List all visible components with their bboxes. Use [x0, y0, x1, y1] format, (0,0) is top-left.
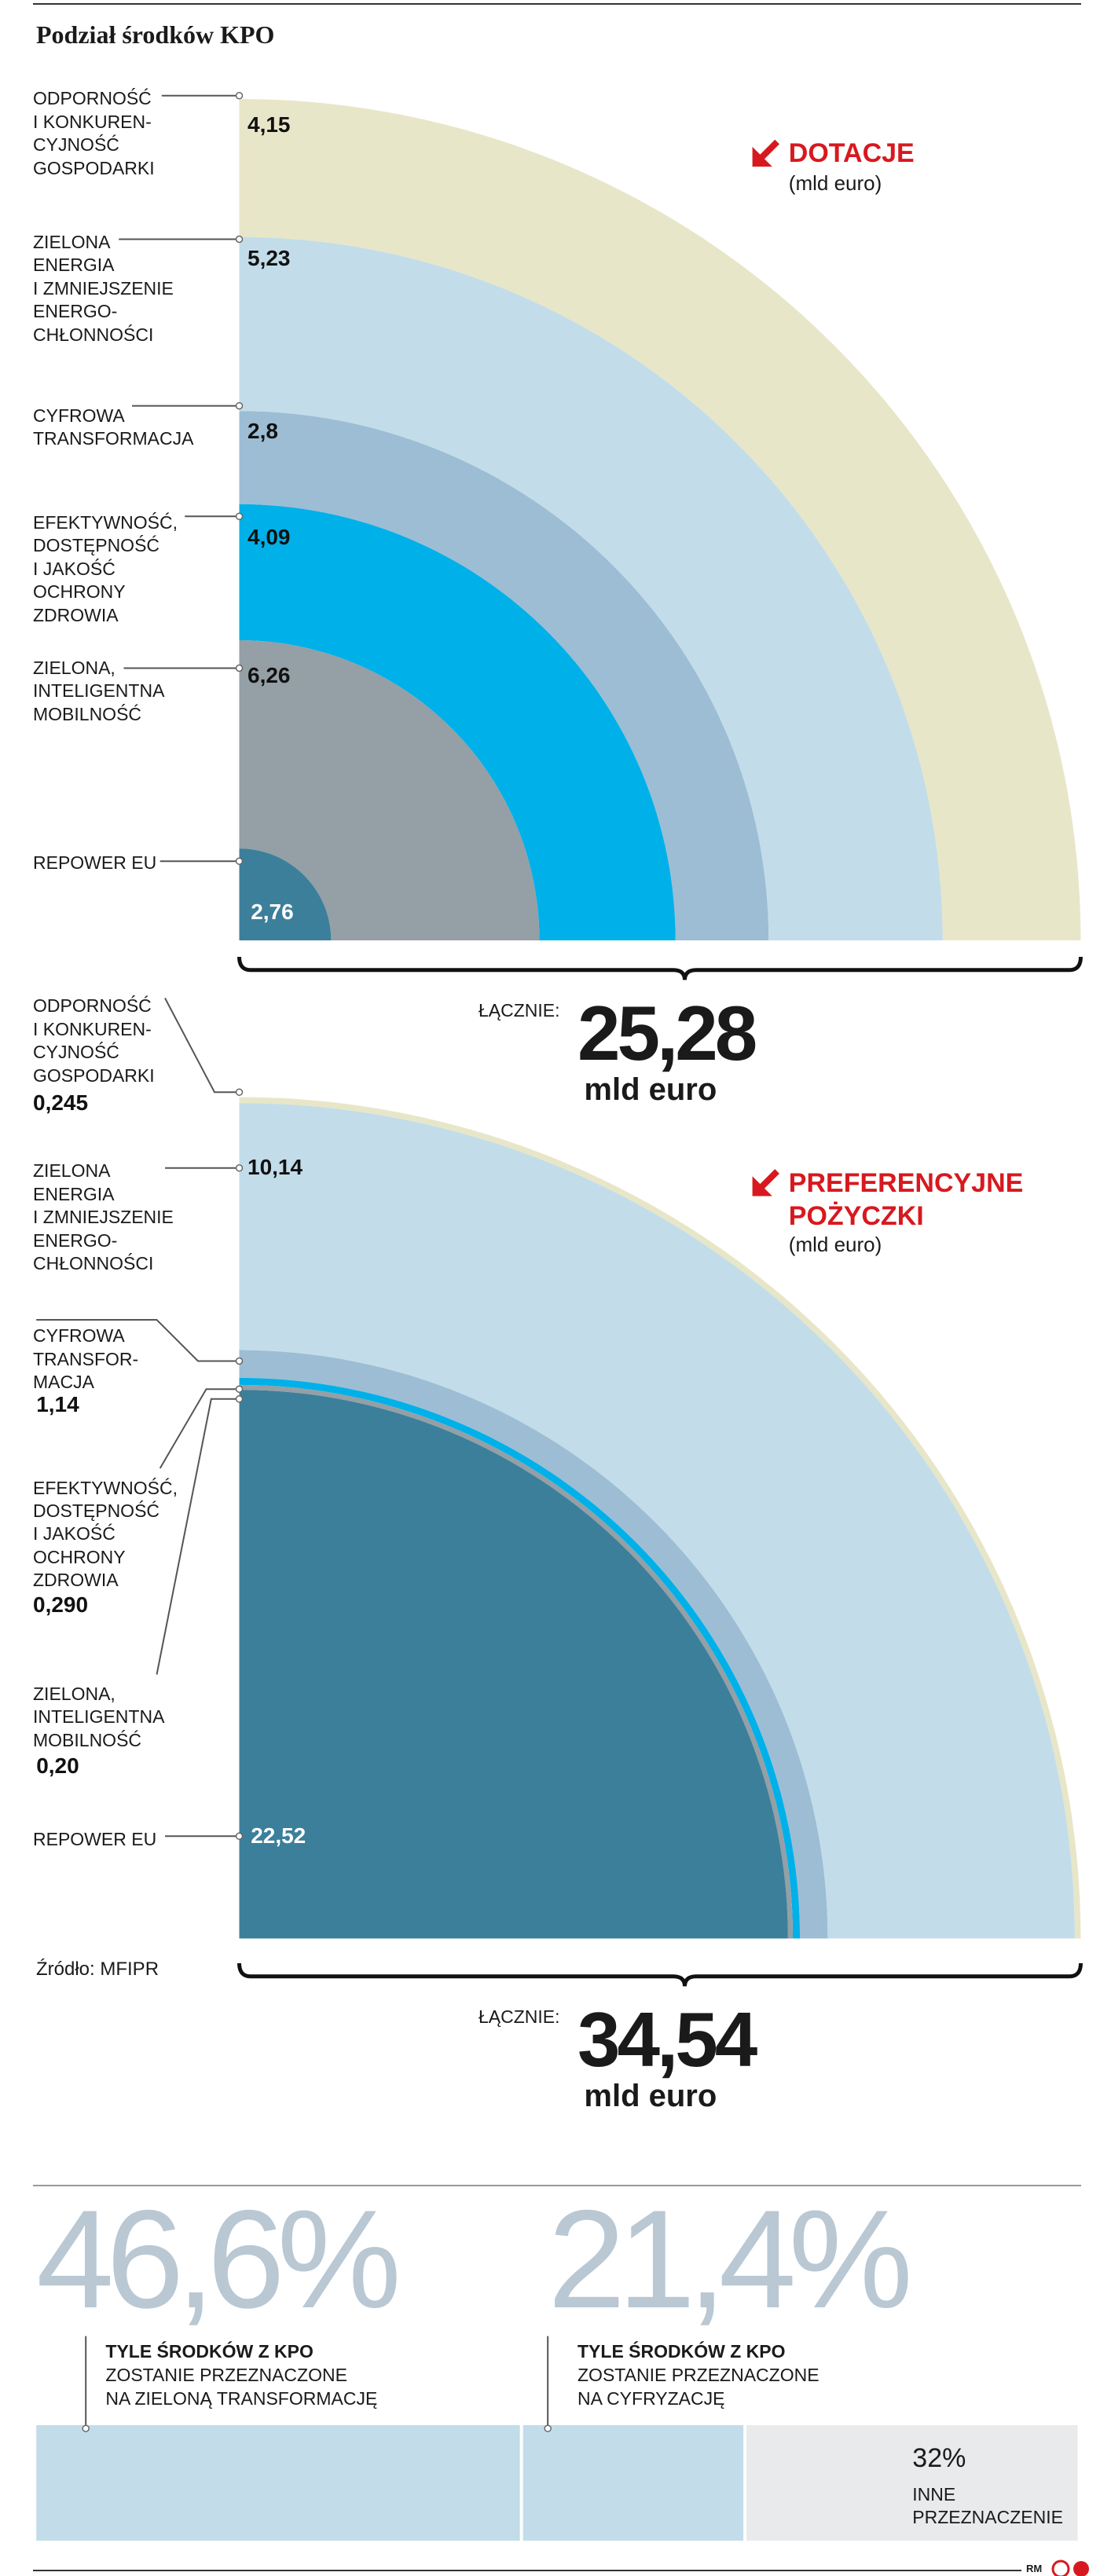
arrow-icon [755, 139, 779, 164]
leader-line [36, 1319, 240, 1362]
value-label: 22,52 [251, 1823, 306, 1848]
category-label: ODPORNOŚĆ I KONKUREN- CYJNOŚĆ GOSPODARKI [33, 995, 155, 1086]
ring-segment [239, 848, 332, 940]
value-label: 5,23 [248, 245, 291, 270]
share-value: 32% [912, 2443, 966, 2474]
value-label: 6,26 [248, 663, 291, 688]
source: Źródło: MFIPR [36, 1959, 160, 1980]
leader-dot [235, 1832, 244, 1841]
caption-heading: TYLE ŚRODKÓW Z KPO [578, 2340, 786, 2362]
ring-segment [239, 236, 943, 941]
ring-segment [239, 99, 1081, 940]
share-segment [36, 2425, 520, 2541]
ring-segment [239, 640, 540, 940]
ring-segment [239, 504, 676, 940]
category-label: REPOWER EU [33, 852, 157, 873]
leader-dot [544, 2424, 552, 2432]
caption-text: ZOSTANIE PRZEZNACZONE NA ZIELONĄ TRANSFO… [105, 2365, 378, 2409]
leader-dot [235, 235, 244, 244]
credit: RM [1026, 2563, 1043, 2574]
leader-dot [235, 1357, 244, 1365]
leader-dot [235, 1395, 244, 1403]
caption-text: ZOSTANIE PRZEZNACZONE NA CYFRYZACJĘ [578, 2365, 820, 2409]
leader-dot [235, 401, 244, 410]
caption-heading: TYLE ŚRODKÓW Z KPO [105, 2340, 314, 2362]
value-label: 0,20 [36, 1753, 79, 1779]
value-label: 0,245 [33, 1090, 89, 1116]
chart-title: DOTACJE [788, 138, 915, 169]
category-label: ZIELONA ENERGIA I ZMNIEJSZENIE ENERGO- C… [33, 1160, 174, 1273]
page-title: Podział środków KPO [36, 20, 275, 49]
total-unit: mld euro [584, 1072, 717, 1107]
logo-icon [1051, 2560, 1070, 2576]
category-label: ZIELONA, INTELIGENTNA MOBILNOŚĆ [33, 1684, 165, 1750]
leader-dot [235, 92, 244, 100]
arrow-icon [755, 1169, 779, 1194]
leader-line [164, 998, 240, 1094]
leader-line [159, 1388, 240, 1469]
value-label: 4,09 [248, 524, 291, 549]
total-value: 25,28 [578, 990, 757, 1076]
category-label: CYFROWA TRANSFORMACJA [33, 405, 194, 449]
value-label: 4,15 [248, 112, 291, 137]
leader-dot [235, 664, 244, 672]
ring-segment [239, 1390, 788, 1939]
total-unit: mld euro [584, 2079, 717, 2113]
value-label: 0,290 [33, 1592, 89, 1617]
category-label: ZIELONA, INTELIGENTNA MOBILNOŚĆ [33, 657, 165, 724]
category-label: CYFROWA TRANSFOR- MACJA [33, 1325, 139, 1393]
total-brace [237, 956, 1083, 980]
total-caption: ŁĄCZNIE: [478, 2006, 560, 2027]
value-label: 2,76 [251, 899, 294, 924]
value-label: 10,14 [248, 1155, 303, 1179]
leader-dot [235, 512, 244, 521]
total-caption: ŁĄCZNIE: [478, 999, 560, 1021]
share-segment [522, 2425, 744, 2541]
logo-icon [1073, 2561, 1089, 2576]
category-label: ODPORNOŚĆ I KONKUREN- CYJNOŚĆ GOSPODARKI [33, 88, 155, 178]
category-label: REPOWER EU [33, 1828, 157, 1849]
chart-title: PREFERENCYJNE POŻYCZKI [788, 1167, 1024, 1231]
share-value: 46,6% [36, 2181, 402, 2338]
ring-segment [239, 1103, 1075, 1939]
chart-subtitle: (mld euro) [788, 1232, 882, 1256]
leader-dot [235, 1385, 244, 1393]
value-label: 1,14 [36, 1392, 79, 1417]
share-segment [746, 2425, 1078, 2541]
caption-text: INNE PRZEZNACZENIE [912, 2483, 1063, 2527]
ring-segment [239, 411, 769, 940]
category-label: ZIELONA ENERGIA I ZMNIEJSZENIE ENERGO- C… [33, 232, 174, 345]
leader-dot [235, 1164, 244, 1172]
share-value: 21,4% [548, 2181, 913, 2338]
category-label: EFEKTYWNOŚĆ, DOSTĘPNOŚĆ I JAKOŚĆ OCHRONY… [33, 512, 178, 625]
total-value: 34,54 [578, 1996, 757, 2083]
leader-line [156, 1398, 240, 1675]
chart-subtitle: (mld euro) [788, 171, 882, 196]
leader-dot [82, 2424, 90, 2432]
leader-dot [235, 857, 244, 865]
leader-dot [235, 1088, 244, 1096]
category-label: EFEKTYWNOŚĆ, DOSTĘPNOŚĆ I JAKOŚĆ OCHRONY… [33, 1477, 178, 1591]
value-label: 2,8 [248, 419, 278, 444]
total-brace [237, 1962, 1083, 1987]
